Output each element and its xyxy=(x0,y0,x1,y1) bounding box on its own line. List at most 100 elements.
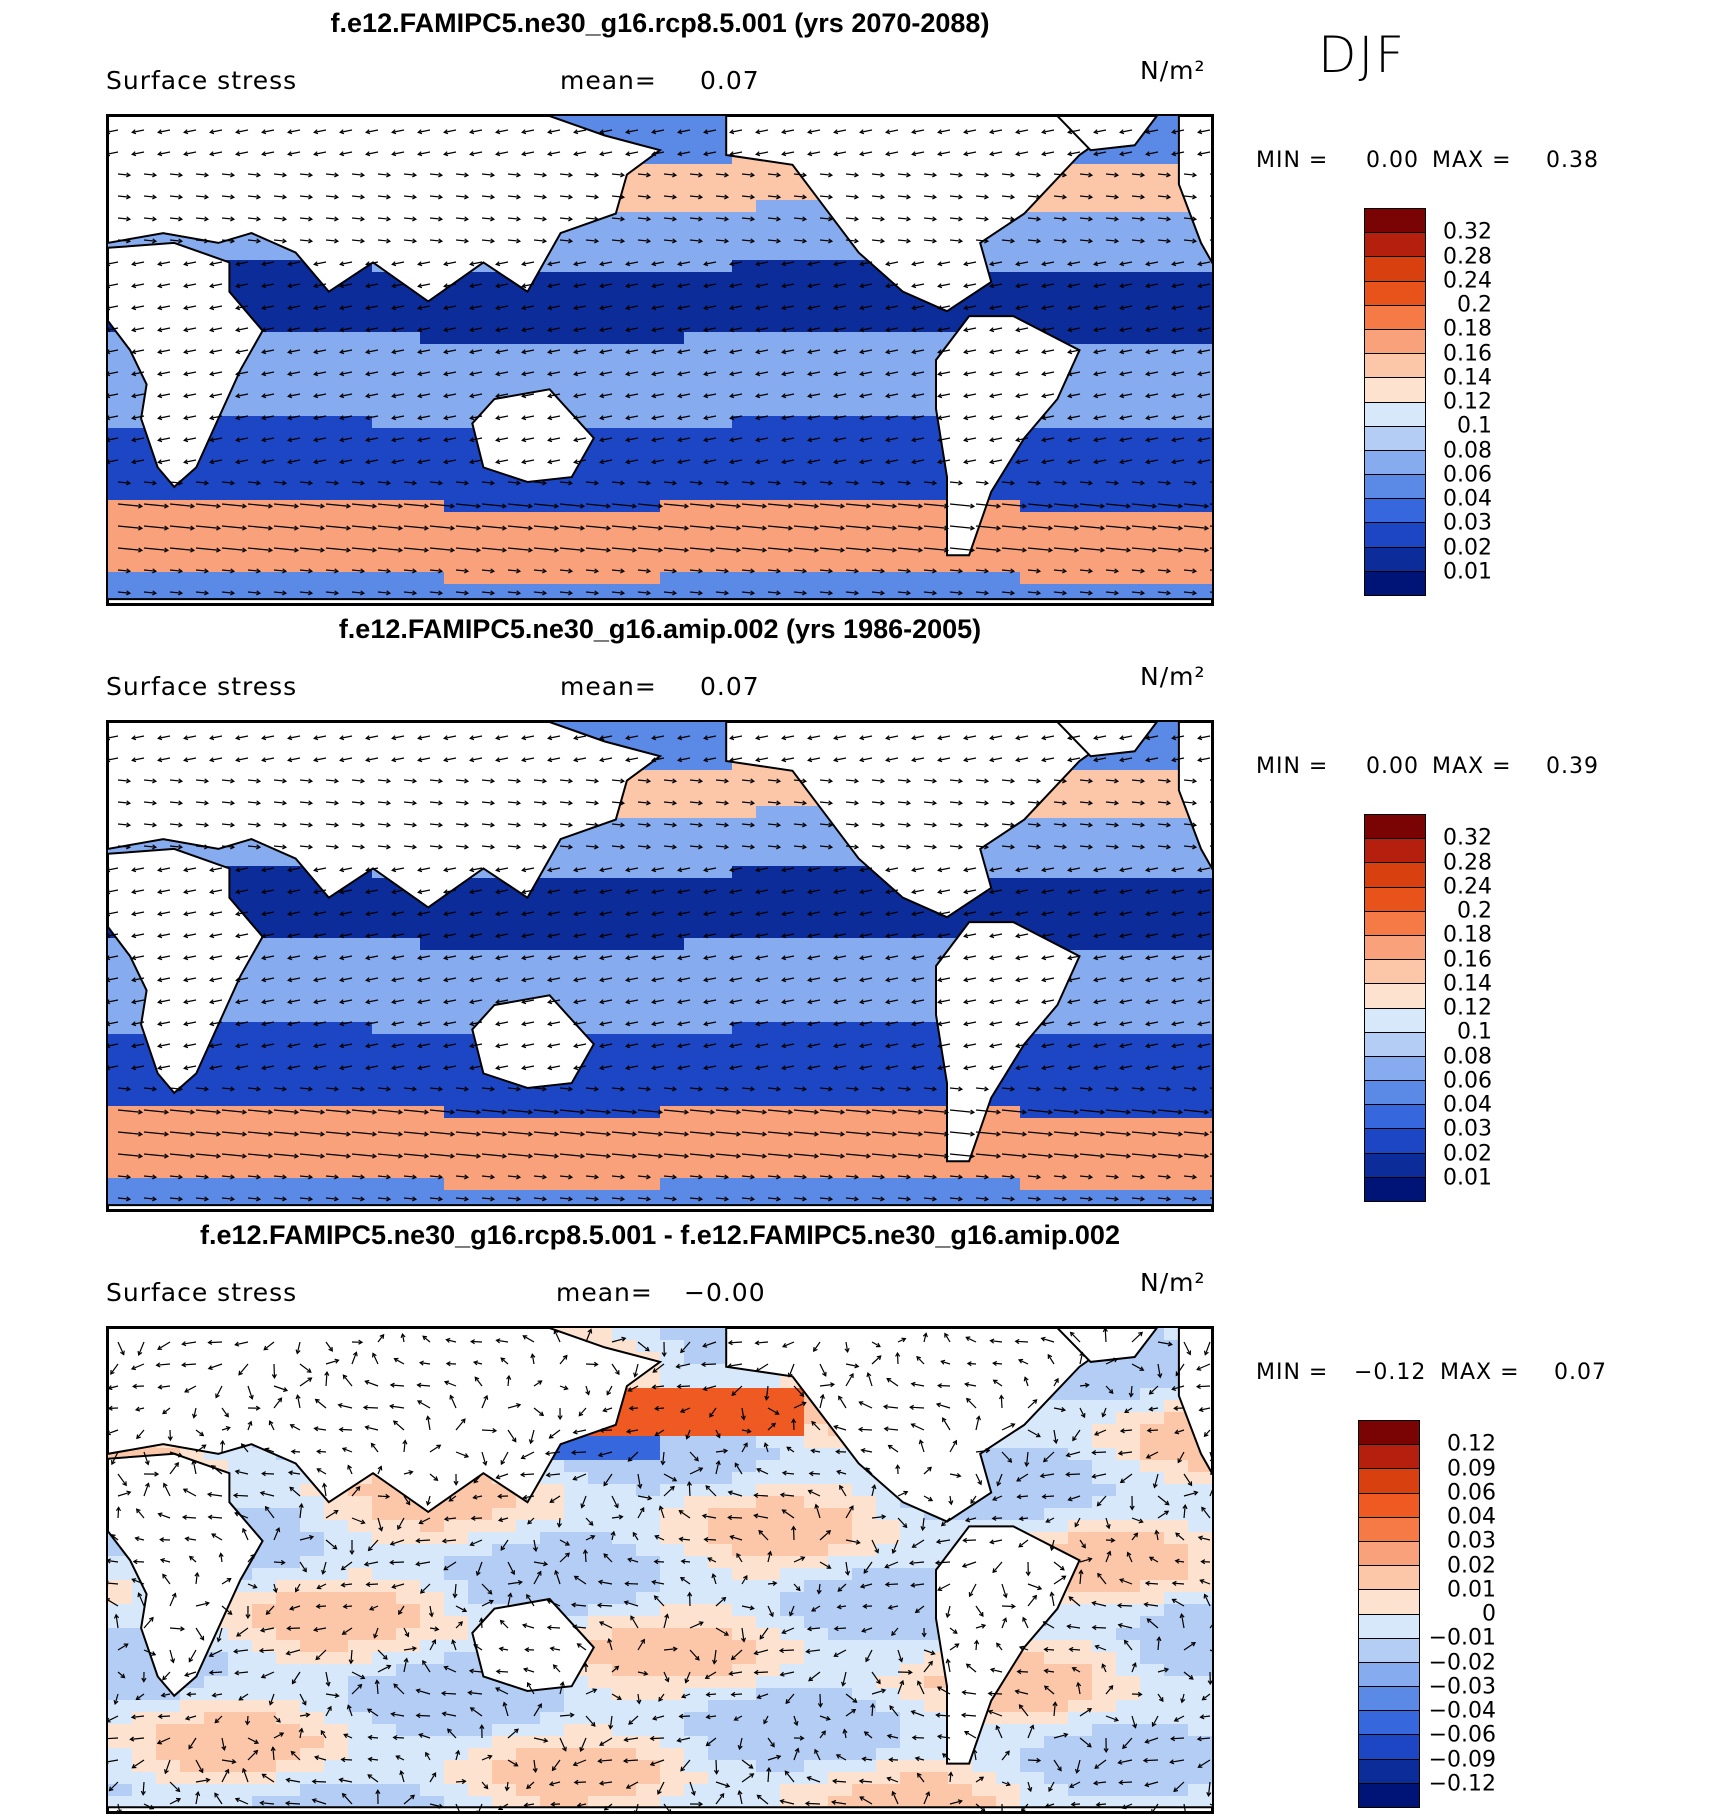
field-cell xyxy=(1164,332,1189,345)
field-cell xyxy=(780,962,805,975)
wind-vector-head xyxy=(1145,349,1151,355)
field-cell xyxy=(1068,830,1093,843)
field-cell xyxy=(876,488,901,501)
wind-vector-head xyxy=(833,349,839,355)
field-cell xyxy=(660,116,685,129)
field-cell xyxy=(156,488,181,501)
wind-vector-head xyxy=(1074,503,1080,509)
wind-vector xyxy=(470,393,483,397)
field-cell xyxy=(924,938,949,951)
wind-vector xyxy=(834,437,847,441)
colorbar-swatch xyxy=(1365,377,1425,402)
field-cell xyxy=(1068,176,1093,189)
field-cell xyxy=(300,368,325,381)
wind-vector-head xyxy=(866,525,872,531)
wind-vector-head xyxy=(334,194,340,200)
wind-vector-head xyxy=(911,129,917,135)
wind-vector-head xyxy=(651,393,657,399)
field-cell xyxy=(876,464,901,477)
field-cell xyxy=(660,200,685,213)
field-cell xyxy=(804,524,829,537)
wind-vector-head xyxy=(1119,283,1125,289)
wind-vector xyxy=(117,173,130,176)
wind-vector-head xyxy=(235,129,241,135)
field-cell xyxy=(828,560,853,573)
wind-vector-head xyxy=(1041,327,1047,333)
field-cell xyxy=(780,914,805,927)
field-cell xyxy=(996,842,1021,855)
field-cell xyxy=(540,548,565,561)
wind-vector-head xyxy=(1171,129,1177,135)
wind-vector xyxy=(845,217,858,220)
field-cell xyxy=(1044,902,1069,915)
wind-vector-head xyxy=(646,216,652,222)
field-cell xyxy=(660,464,685,477)
field-cell xyxy=(636,584,661,597)
wind-vector-head xyxy=(625,129,631,135)
wind-vector-head xyxy=(828,238,834,244)
field-cell xyxy=(564,332,589,345)
field-cell xyxy=(756,380,781,393)
field-cell xyxy=(492,296,517,309)
field-cell xyxy=(444,962,469,975)
wind-vector xyxy=(1042,151,1055,155)
wind-vector-head xyxy=(599,283,605,289)
wind-vector xyxy=(730,371,743,375)
field-cell xyxy=(612,272,637,285)
wind-vector xyxy=(871,591,884,594)
wind-vector-head xyxy=(1178,525,1184,531)
field-cell xyxy=(804,476,829,489)
wind-vector xyxy=(548,283,561,287)
wind-vector xyxy=(860,459,873,463)
wind-vector-head xyxy=(632,547,638,553)
field-cell xyxy=(732,368,757,381)
wind-vector xyxy=(1131,569,1144,572)
field-cell xyxy=(1140,344,1165,357)
wind-vector xyxy=(444,393,457,397)
field-cell xyxy=(588,248,613,261)
wind-vector xyxy=(1146,459,1159,463)
field-cell xyxy=(660,332,685,345)
wind-vector-head xyxy=(261,283,267,289)
wind-vector xyxy=(366,437,379,441)
wind-vector-head xyxy=(476,503,482,509)
wind-vector-head xyxy=(802,216,808,222)
wind-vector xyxy=(704,371,717,375)
field-cell xyxy=(684,272,709,285)
field-cell xyxy=(780,188,805,201)
wind-vector-head xyxy=(464,194,470,200)
wind-vector-head xyxy=(599,327,605,333)
field-cell xyxy=(708,260,733,273)
wind-vector xyxy=(351,569,364,572)
wind-vector xyxy=(351,591,364,594)
field-cell xyxy=(924,926,949,939)
field-cell xyxy=(708,878,733,891)
field-cell xyxy=(660,950,685,963)
wind-vector xyxy=(1094,393,1107,397)
field-cell xyxy=(756,224,781,237)
field-cell xyxy=(756,500,781,513)
wind-vector-head xyxy=(710,503,716,509)
field-cell xyxy=(732,914,757,927)
wind-vector-head xyxy=(568,216,574,222)
field-cell xyxy=(420,464,445,477)
wind-vector-head xyxy=(178,194,184,200)
field-cell xyxy=(420,332,445,345)
wind-vector-head xyxy=(282,172,288,178)
field-cell xyxy=(996,284,1021,297)
wind-vector-head xyxy=(235,349,241,355)
field-cell xyxy=(876,962,901,975)
wind-vector xyxy=(1016,305,1029,309)
field-cell xyxy=(108,950,133,963)
field-cell xyxy=(1068,584,1093,597)
field-cell xyxy=(180,488,205,501)
field-cell xyxy=(660,380,685,393)
field-cell xyxy=(660,758,685,771)
field-cell xyxy=(612,986,637,999)
field-cell xyxy=(900,356,925,369)
field-cell xyxy=(444,926,469,939)
wind-vector xyxy=(1068,261,1081,265)
field-cell xyxy=(756,368,781,381)
wind-vector xyxy=(184,283,197,287)
wind-vector xyxy=(912,371,925,375)
